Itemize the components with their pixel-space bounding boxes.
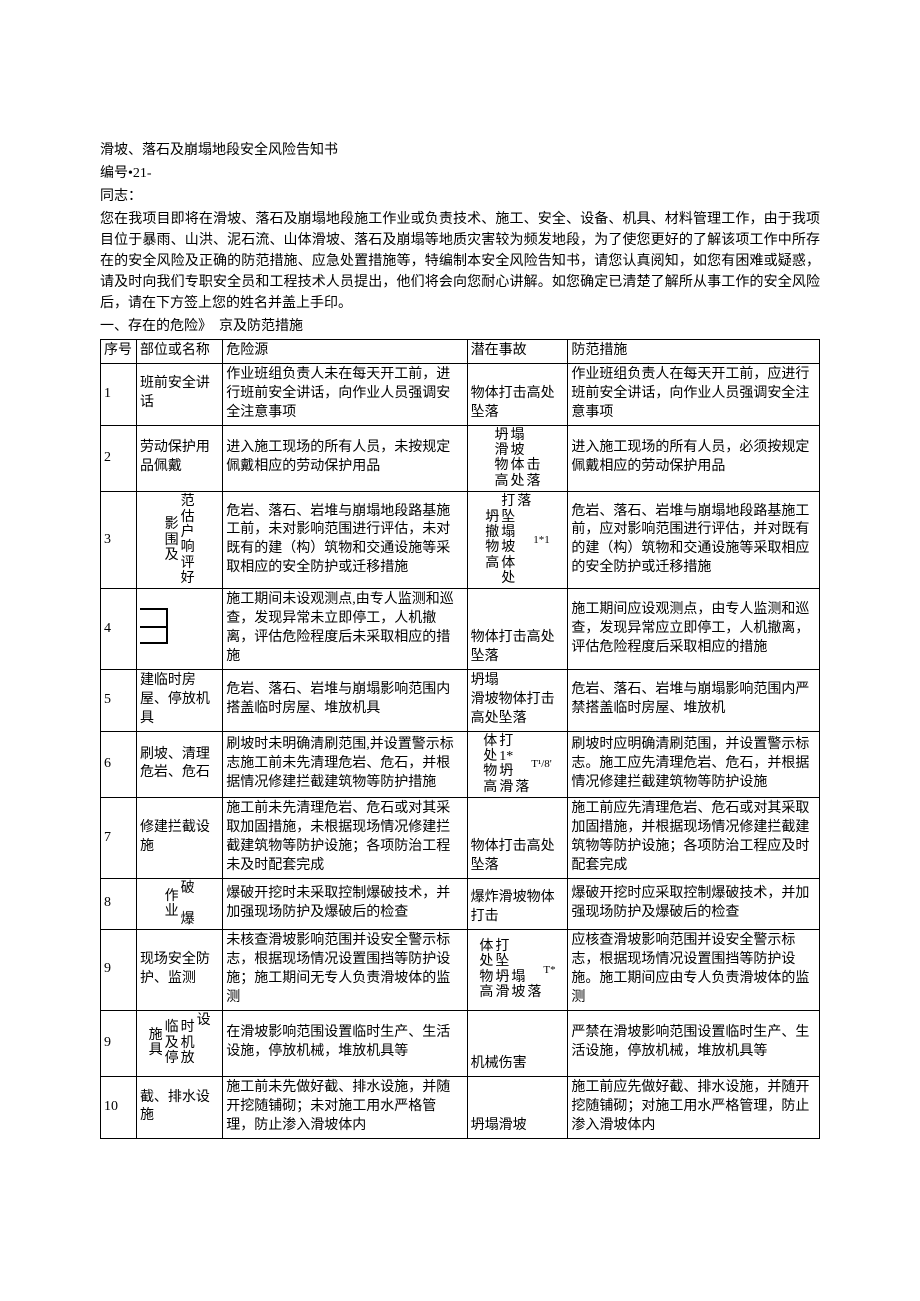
document-title: 滑坡、落石及崩塌地段安全风险告知书 [100, 140, 820, 161]
cell-hazard: 作业班组负责人未在每天开工前，进行班前安全讲话，向作业人员强调安全注意事项 [223, 363, 467, 425]
cell-accident: 坍撤物高打坠塌坡体处落 1*1 [467, 492, 568, 589]
cell-accident: 坍塌滑坡物体打击高处坠落 [467, 670, 568, 732]
cell-seq: 3 [101, 492, 137, 589]
cell-hazard: 危岩、落石、岩堆与崩塌地段路基施工前，未对影响范围进行评估，未对既有的建（构）筑… [223, 492, 467, 589]
table-header-row: 序号 部位或名称 危险源 潜在事故 防范措施 [101, 340, 820, 364]
cell-hazard: 爆破开挖时未采取控制爆破技术，并加强现场防护及爆破后的检查 [223, 878, 467, 929]
col-header-seq: 序号 [101, 340, 137, 364]
cell-part: 建临时房屋、停放机具 [136, 670, 222, 732]
cell-prevent: 施工前应先清理危岩、危石或对其采取加固措施，并根据现场情况修建拦截建筑物等防护设… [568, 798, 820, 879]
table-row: 5建临时房屋、停放机具危岩、落石、岩堆与崩塌影响范围内搭盖临时房屋、堆放机具坍塌… [101, 670, 820, 732]
cell-hazard: 施工前未先做好截、排水设施，并随开挖随铺砌；未对施工用水严格管理，防止渗入滑坡体… [223, 1077, 467, 1139]
cell-accident: 物体打击高处坠落 [467, 798, 568, 879]
col-header-part: 部位或名称 [136, 340, 222, 364]
cell-hazard: 施工前未先清理危岩、危石或对其采取加固措施，未根据现场情况修建拦截建筑物等防护设… [223, 798, 467, 879]
cell-prevent: 危岩、落石、岩堆与崩塌地段路基施工前，应对影响范围进行评估，并对既有的建（构）筑… [568, 492, 820, 589]
cell-accident: 坍塌滑坡 [467, 1077, 568, 1139]
table-row: 7修建拦截设施施工前未先清理危岩、危石或对其采取加固措施，未根据现场情况修建拦截… [101, 798, 820, 879]
cell-accident: 物体打击高处坠落 [467, 363, 568, 425]
table-row: 1班前安全讲话作业班组负责人未在每天开工前，进行班前安全讲话，向作业人员强调安全… [101, 363, 820, 425]
cell-prevent: 严禁在滑坡影响范围设置临时生产、生活设施，停放机械，堆放机具等 [568, 1010, 820, 1077]
cell-prevent: 危岩、落石、岩堆与崩塌影响范围内严禁搭盖临时房屋、堆放机 [568, 670, 820, 732]
cell-seq: 9 [101, 930, 137, 1011]
cell-hazard: 在滑坡影响范围设置临时生产、生活设施，停放机械，堆放机具等 [223, 1010, 467, 1077]
cell-seq: 2 [101, 425, 137, 492]
document-number: 编号•21- [100, 163, 820, 184]
table-row: 2劳动保护用品佩戴进入施工现场的所有人员，未按规定佩戴相应的劳动保护用品坍滑物高… [101, 425, 820, 492]
table-row: 10截、排水设施施工前未先做好截、排水设施，并随开挖随铺砌；未对施工用水严格管理… [101, 1077, 820, 1139]
cell-prevent: 施工前应先做好截、排水设施，并随开挖随铺砌；对施工用水严格管理，防止渗入滑坡体内 [568, 1077, 820, 1139]
cell-seq: 9 [101, 1010, 137, 1077]
cell-hazard: 未核查滑坡影响范围并设安全警示标志，根据现场情况设置围挡等防护设施；施工期间无专… [223, 930, 467, 1011]
cell-part: 作业破 爆 [136, 878, 222, 929]
cell-seq: 8 [101, 878, 137, 929]
shape-icon [140, 608, 168, 644]
cell-hazard: 施工期间未设观测点,由专人监测和巡查，发现异常未立即停工，人机撤离，评估危险程度… [223, 589, 467, 670]
cell-accident: 体处物高打1*坍滑 落T¹/8' [467, 731, 568, 798]
cell-part: 修建拦截设施 [136, 798, 222, 879]
cell-part: 施具临及停时机放设 [136, 1010, 222, 1077]
cell-hazard: 进入施工现场的所有人员，未按规定佩戴相应的劳动保护用品 [223, 425, 467, 492]
cell-prevent: 进入施工现场的所有人员，必须按规定佩戴相应的劳动保护用品 [568, 425, 820, 492]
cell-part: 劳动保护用品佩戴 [136, 425, 222, 492]
table-row: 3影围及范估户响评好危岩、落石、岩堆与崩塌地段路基施工前，未对影响范围进行评估，… [101, 492, 820, 589]
cell-hazard: 刷坡时未明确清刷范围,并设置警示标志施工前未先清理危岩、危石，并根据情况修建拦截… [223, 731, 467, 798]
cell-prevent: 施工期间应设观测点，由专人监测和巡查，发现异常应立即停工，人机撤离，评估危险程度… [568, 589, 820, 670]
cell-prevent: 爆破开挖时应采取控制爆破技术，并加强现场防护及爆破后的检查 [568, 878, 820, 929]
cell-accident: 爆炸滑坡物体打击 [467, 878, 568, 929]
cell-seq: 10 [101, 1077, 137, 1139]
cell-part: 影围及范估户响评好 [136, 492, 222, 589]
table-row: 9施具临及停时机放设 在滑坡影响范围设置临时生产、生活设施，停放机械，堆放机具等… [101, 1010, 820, 1077]
cell-part: 现场安全防护、监测 [136, 930, 222, 1011]
cell-accident: 坍滑物高塌坡体处 击落 [467, 425, 568, 492]
cell-seq: 1 [101, 363, 137, 425]
col-header-accident: 潜在事故 [467, 340, 568, 364]
risk-table: 序号 部位或名称 危险源 潜在事故 防范措施 1班前安全讲话作业班组负责人未在每… [100, 339, 820, 1139]
section-heading: 一、存在的危险》 京及防范措施 [100, 316, 820, 337]
cell-prevent: 刷坡时应明确清刷范围，并设置警示标志。施工应先清理危岩、危石，并根据情况修建拦截… [568, 731, 820, 798]
cell-part [136, 589, 222, 670]
cell-seq: 5 [101, 670, 137, 732]
cell-accident: 体处物高打坠坍滑 塌坡 落T* [467, 930, 568, 1011]
table-row: 9现场安全防护、监测未核查滑坡影响范围并设安全警示标志，根据现场情况设置围挡等防… [101, 930, 820, 1011]
cell-accident: 物体打击高处坠落 [467, 589, 568, 670]
cell-seq: 4 [101, 589, 137, 670]
cell-prevent: 作业班组负责人在每天开工前，应进行班前安全讲话，向作业人员强调安全注意事项 [568, 363, 820, 425]
cell-prevent: 应核查滑坡影响范围并设安全警示标志，根据现场情况设置围挡等防护设施。施工期间应由… [568, 930, 820, 1011]
salutation: 同志： [100, 186, 820, 207]
col-header-prevent: 防范措施 [568, 340, 820, 364]
col-header-hazard: 危险源 [223, 340, 467, 364]
intro-paragraph: 您在我项目即将在滑坡、落石及崩塌地段施工作业或负责技术、施工、安全、设备、机具、… [100, 209, 820, 314]
cell-seq: 6 [101, 731, 137, 798]
cell-hazard: 危岩、落石、岩堆与崩塌影响范围内搭盖临时房屋、堆放机具 [223, 670, 467, 732]
cell-part: 班前安全讲话 [136, 363, 222, 425]
table-row: 4 施工期间未设观测点,由专人监测和巡查，发现异常未立即停工，人机撤离，评估危险程… [101, 589, 820, 670]
cell-accident: 机械伤害 [467, 1010, 568, 1077]
cell-part: 截、排水设施 [136, 1077, 222, 1139]
table-row: 8作业破 爆爆破开挖时未采取控制爆破技术，并加强现场防护及爆破后的检查爆炸滑坡物… [101, 878, 820, 929]
table-row: 6刷坡、清理危岩、危石刷坡时未明确清刷范围,并设置警示标志施工前未先清理危岩、危… [101, 731, 820, 798]
cell-part: 刷坡、清理危岩、危石 [136, 731, 222, 798]
cell-seq: 7 [101, 798, 137, 879]
